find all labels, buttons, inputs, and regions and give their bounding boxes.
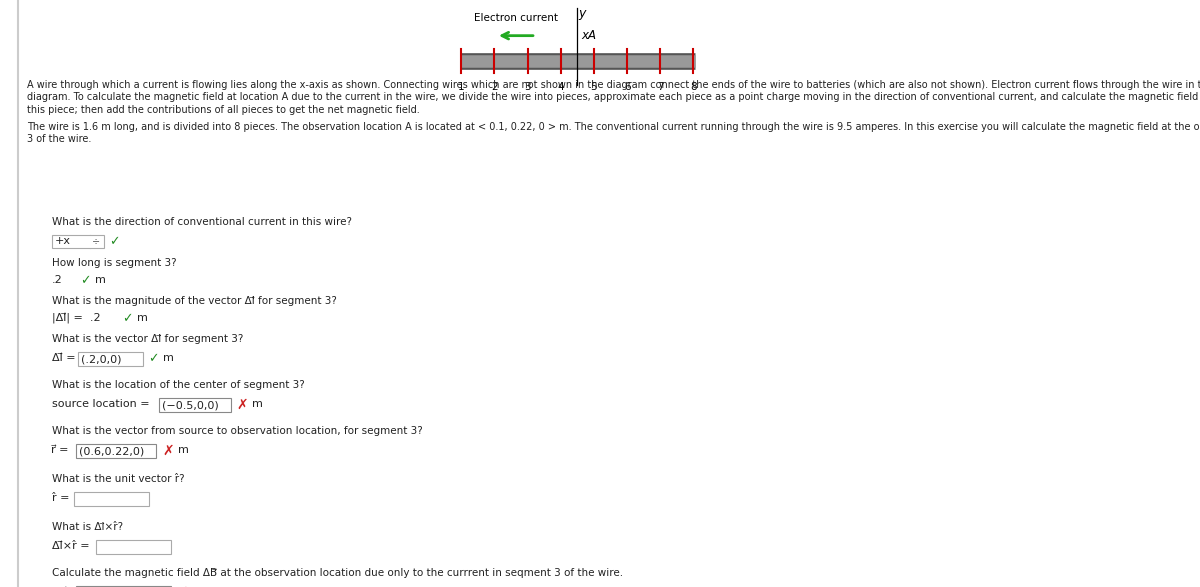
Text: 5: 5 [590, 82, 598, 92]
Text: 8: 8 [690, 82, 697, 92]
Text: ✓: ✓ [80, 275, 90, 288]
Text: 3 of the wire.: 3 of the wire. [28, 134, 91, 144]
Text: diagram. To calculate the magnetic field at location A due to the current in the: diagram. To calculate the magnetic field… [28, 93, 1200, 103]
Text: (0.6,0.22,0): (0.6,0.22,0) [79, 446, 144, 456]
Text: Δl⃗ =: Δl⃗ = [52, 353, 79, 363]
Text: Electron current: Electron current [474, 13, 558, 23]
Text: (−0.5,0,0): (−0.5,0,0) [162, 400, 218, 410]
Text: The wire is 1.6 m long, and is divided into 8 pieces. The observation location A: The wire is 1.6 m long, and is divided i… [28, 122, 1200, 131]
Text: r̂ =: r̂ = [52, 493, 73, 503]
Text: source location =: source location = [52, 399, 154, 409]
Text: |Δl⃗| =  .2: |Δl⃗| = .2 [52, 313, 101, 324]
Bar [96, 540, 172, 554]
Text: 3: 3 [524, 82, 530, 92]
Text: What is the direction of conventional current in this wire?: What is the direction of conventional cu… [52, 217, 352, 227]
Text: ✓: ✓ [122, 312, 132, 326]
Bar [158, 398, 230, 412]
Text: 7: 7 [656, 82, 664, 92]
Text: ✗: ✗ [176, 586, 187, 587]
Text: y: y [578, 6, 586, 20]
Text: What is the magnitude of the vector Δl⃗ for segment 3?: What is the magnitude of the vector Δl⃗ … [52, 296, 337, 306]
Text: ✓: ✓ [109, 235, 120, 248]
Text: m: m [137, 313, 148, 323]
Bar [76, 444, 156, 458]
Text: A wire through which a current is flowing lies along the x-axis as shown. Connec: A wire through which a current is flowin… [28, 80, 1200, 90]
Text: 2: 2 [491, 82, 498, 92]
Bar [52, 235, 104, 248]
Text: What is the vector from source to observation location, for segment 3?: What is the vector from source to observ… [52, 426, 422, 436]
Text: What is Δl⃗×r̂?: What is Δl⃗×r̂? [52, 522, 124, 532]
Text: What is the unit vector r̂?: What is the unit vector r̂? [52, 474, 185, 484]
Bar [74, 492, 149, 506]
Text: How long is segment 3?: How long is segment 3? [52, 258, 176, 268]
Text: (.2,0,0): (.2,0,0) [82, 354, 121, 364]
Text: m: m [252, 399, 263, 409]
Bar [76, 586, 172, 587]
Text: 4: 4 [558, 82, 564, 92]
Text: Calculate the magnetic field ΔB⃗ at the observation location due only to the cur: Calculate the magnetic field ΔB⃗ at the … [52, 568, 623, 578]
Text: ✗: ✗ [236, 398, 247, 412]
Text: ✓: ✓ [148, 353, 158, 366]
Text: r⃗ =: r⃗ = [52, 445, 73, 455]
Text: What is the location of the center of segment 3?: What is the location of the center of se… [52, 380, 305, 390]
Text: 1: 1 [458, 82, 464, 92]
Text: m: m [178, 445, 188, 455]
Text: What is the vector Δl⃗ for segment 3?: What is the vector Δl⃗ for segment 3? [52, 334, 244, 344]
Text: .2: .2 [52, 275, 62, 285]
Text: m: m [163, 353, 174, 363]
Text: this piece; then add the contributions of all pieces to get the net magnetic fie: this piece; then add the contributions o… [28, 105, 420, 115]
Text: +x: +x [55, 236, 71, 246]
Text: Δl⃗×r̂ =: Δl⃗×r̂ = [52, 541, 94, 551]
Text: xA: xA [582, 29, 596, 42]
Text: ÷: ÷ [92, 237, 100, 247]
Bar [78, 352, 143, 366]
Text: ✗: ✗ [162, 444, 174, 458]
Text: 6: 6 [624, 82, 630, 92]
Text: m: m [95, 275, 106, 285]
